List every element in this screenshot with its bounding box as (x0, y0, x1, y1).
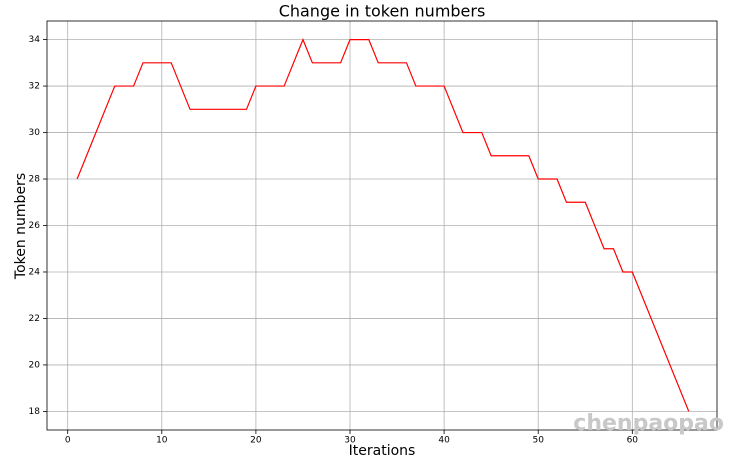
x-tick-label: 40 (438, 436, 450, 446)
x-tick-label: 0 (65, 436, 71, 446)
y-tick-label: 30 (29, 128, 41, 138)
x-tick-label: 50 (532, 436, 544, 446)
y-tick-label: 28 (29, 175, 41, 185)
x-tick-label: 30 (344, 436, 356, 446)
x-axis-label: Iterations (349, 443, 416, 459)
x-tick-label: 10 (156, 436, 168, 446)
x-tick-label: 20 (250, 436, 262, 446)
y-tick-label: 26 (29, 221, 41, 231)
y-tick-label: 20 (29, 360, 41, 370)
data-line (76, 37, 690, 412)
y-tick-label: 24 (29, 267, 41, 277)
y-axis-label: Token numbers (13, 173, 29, 280)
y-tick-label: 34 (29, 35, 41, 45)
plot-frame (46, 20, 718, 431)
y-tick-label: 18 (29, 407, 41, 417)
y-tick-label: 22 (29, 314, 40, 324)
chart-title: Change in token numbers (279, 2, 486, 21)
y-tick-label: 32 (29, 82, 40, 92)
watermark: chenpaopao (573, 411, 724, 436)
x-tick-label: 60 (627, 436, 639, 446)
